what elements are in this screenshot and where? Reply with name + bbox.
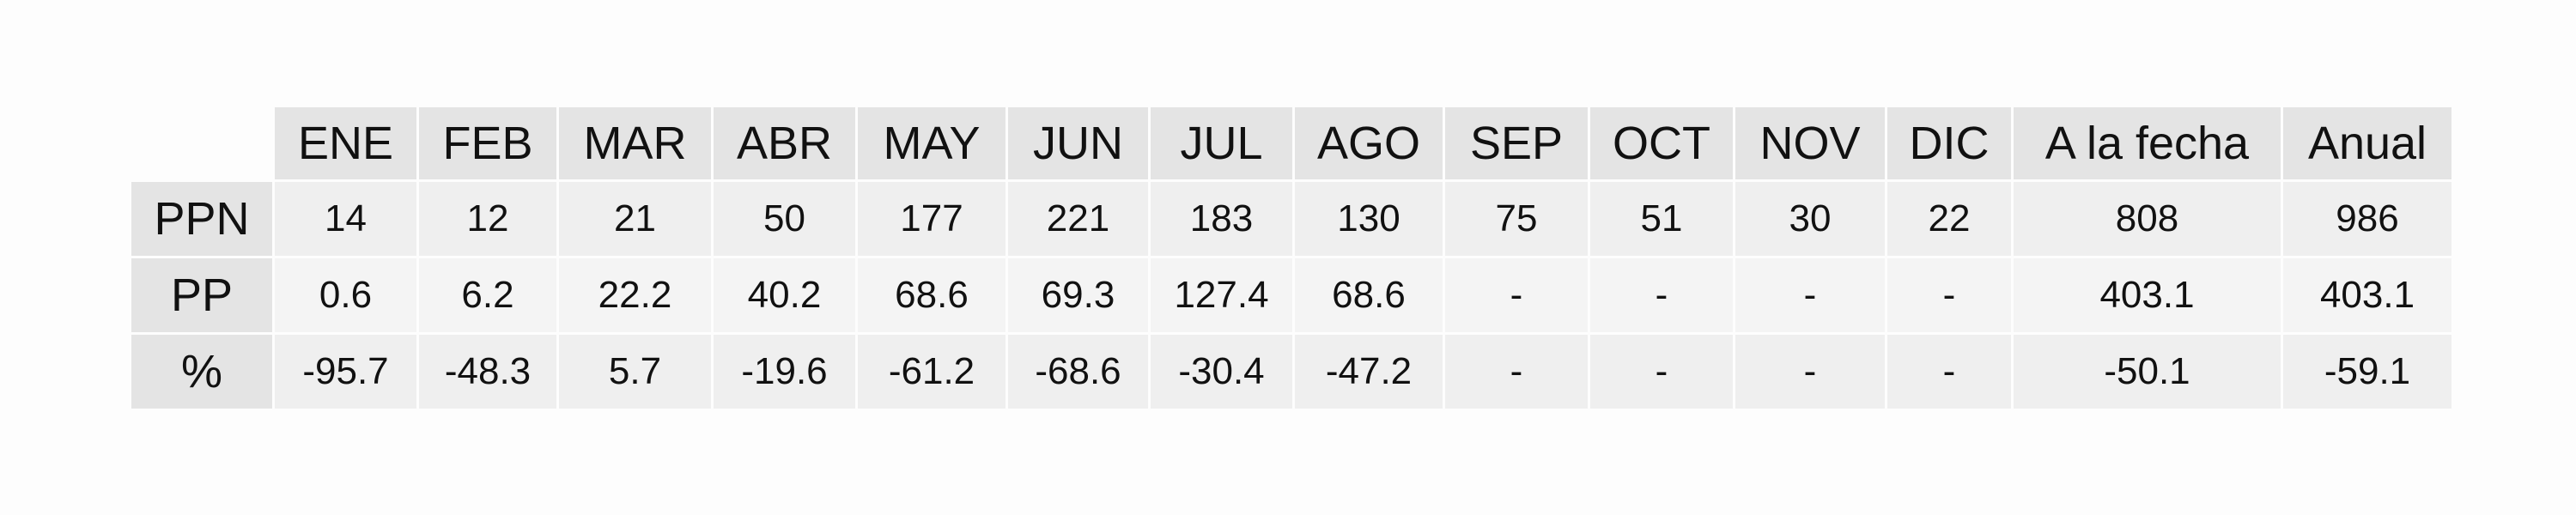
cell-pct-abr: -19.6	[714, 335, 855, 409]
cell-pct-a-la-fecha: -50.1	[2014, 335, 2281, 409]
column-header-jun: JUN	[1008, 107, 1148, 179]
column-header-sep: SEP	[1445, 107, 1588, 179]
table-row-pp: PP 0.6 6.2 22.2 40.2 68.6 69.3 127.4 68.6- - - -403…	[131, 258, 2451, 332]
cell-pct-oct: -	[1590, 335, 1733, 409]
column-header-oct: OCT	[1590, 107, 1733, 179]
cell-pp-nov: -	[1735, 258, 1885, 332]
precipitation-table: ENE FEB MAR ABR MAY JUN JUL AGO SEP OCT NOV DIC A la…	[129, 105, 2454, 411]
column-header-abr: ABR	[714, 107, 855, 179]
cell-pp-jun: 69.3	[1008, 258, 1148, 332]
table-header-row: ENE FEB MAR ABR MAY JUN JUL AGO SEP OCT NOV DIC A la…	[131, 107, 2451, 179]
cell-pp-a-la-fecha: 403.1	[2014, 258, 2281, 332]
cell-pct-ago: -47.2	[1295, 335, 1443, 409]
cell-ppn-a-la-fecha: 808	[2014, 182, 2281, 256]
cell-pct-jun: -68.6	[1008, 335, 1148, 409]
row-header-pct: %	[131, 335, 272, 409]
column-header-feb: FEB	[419, 107, 556, 179]
cell-pp-may: 68.6	[858, 258, 1005, 332]
cell-pp-dic: -	[1887, 258, 2011, 332]
table-corner-cell	[131, 107, 272, 179]
cell-ppn-oct: 51	[1590, 182, 1733, 256]
column-header-dic: DIC	[1887, 107, 2011, 179]
cell-ppn-anual: 986	[2283, 182, 2451, 256]
cell-pct-anual: -59.1	[2283, 335, 2451, 409]
cell-ppn-nov: 30	[1735, 182, 1885, 256]
column-header-ago: AGO	[1295, 107, 1443, 179]
cell-pp-feb: 6.2	[419, 258, 556, 332]
cell-pp-mar: 22.2	[559, 258, 711, 332]
cell-pct-sep: -	[1445, 335, 1588, 409]
cell-pct-feb: -48.3	[419, 335, 556, 409]
cell-pct-jul: -30.4	[1151, 335, 1292, 409]
cell-pct-mar: 5.7	[559, 335, 711, 409]
column-header-mar: MAR	[559, 107, 711, 179]
cell-pct-dic: -	[1887, 335, 2011, 409]
cell-ppn-feb: 12	[419, 182, 556, 256]
cell-ppn-jul: 183	[1151, 182, 1292, 256]
cell-ppn-ago: 130	[1295, 182, 1443, 256]
table-row-pct: % -95.7 -48.3 5.7 -19.6 -61.2 -68.6 -30.4 -47.2-…	[131, 335, 2451, 409]
cell-pp-ene: 0.6	[275, 258, 416, 332]
cell-ppn-abr: 50	[714, 182, 855, 256]
cell-pp-jul: 127.4	[1151, 258, 1292, 332]
column-header-ene: ENE	[275, 107, 416, 179]
cell-ppn-may: 177	[858, 182, 1005, 256]
column-header-jul: JUL	[1151, 107, 1292, 179]
cell-ppn-dic: 22	[1887, 182, 2011, 256]
cell-ppn-jun: 221	[1008, 182, 1148, 256]
cell-pp-sep: -	[1445, 258, 1588, 332]
column-header-anual: Anual	[2283, 107, 2451, 179]
cell-pct-ene: -95.7	[275, 335, 416, 409]
table-row-ppn: PPN 14 12 21 50 177 221 183 130 75 51 30 22 808 986	[131, 182, 2451, 256]
cell-pp-ago: 68.6	[1295, 258, 1443, 332]
cell-ppn-sep: 75	[1445, 182, 1588, 256]
cell-pp-oct: -	[1590, 258, 1733, 332]
cell-pct-may: -61.2	[858, 335, 1005, 409]
cell-pct-nov: -	[1735, 335, 1885, 409]
cell-pp-abr: 40.2	[714, 258, 855, 332]
row-header-ppn: PPN	[131, 182, 272, 256]
column-header-a-la-fecha: A la fecha	[2014, 107, 2281, 179]
cell-ppn-ene: 14	[275, 182, 416, 256]
cell-pp-anual: 403.1	[2283, 258, 2451, 332]
cell-ppn-mar: 21	[559, 182, 711, 256]
column-header-may: MAY	[858, 107, 1005, 179]
column-header-nov: NOV	[1735, 107, 1885, 179]
row-header-pp: PP	[131, 258, 272, 332]
